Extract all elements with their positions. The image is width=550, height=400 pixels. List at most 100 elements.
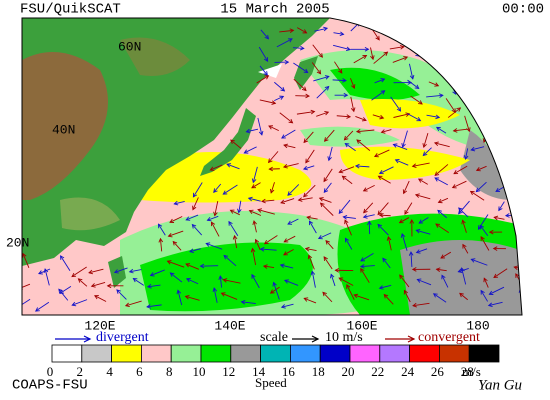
wind-vector-head	[58, 288, 63, 294]
wind-vector	[185, 295, 200, 301]
wind-vector	[445, 98, 456, 113]
wind-vector-head	[166, 260, 172, 265]
wind-vector	[270, 286, 280, 294]
wind-vector-head	[342, 78, 347, 83]
wind-vector-head	[247, 196, 253, 202]
lat-label: 20N	[6, 235, 29, 250]
wind-vector-head	[232, 234, 238, 240]
wind-vector	[280, 264, 294, 269]
wind-vector	[207, 215, 219, 221]
wind-vector-head	[338, 168, 344, 174]
wind-vector	[374, 149, 390, 157]
wind-vector-head	[405, 112, 411, 117]
wind-vector	[314, 27, 328, 32]
wind-vector-head	[451, 34, 457, 40]
speed-patch	[140, 152, 312, 203]
colorbar-tick-label: 18	[312, 364, 325, 379]
legend-convergent: convergent	[418, 330, 480, 345]
wind-vector-head	[128, 268, 134, 274]
wind-vector-head	[344, 237, 350, 243]
wind-vector-head	[529, 45, 533, 49]
speed-patch	[340, 146, 470, 180]
wind-vector-head	[377, 210, 382, 216]
wind-vector-head	[271, 100, 277, 105]
wind-vector	[508, 172, 522, 182]
wind-vector	[251, 274, 260, 289]
wind-vector-head	[399, 274, 404, 280]
wind-vector	[274, 95, 284, 102]
wind-vector-head	[157, 223, 163, 229]
legend-scale: scale	[260, 330, 288, 345]
wind-vector-head	[394, 159, 400, 164]
wind-vector-head	[537, 29, 541, 33]
colorbar-box	[349, 344, 381, 363]
wind-vector-head	[287, 220, 293, 225]
wind-vector-head	[338, 68, 343, 74]
wind-vector-head	[59, 289, 65, 294]
wind-vector-head	[456, 107, 462, 112]
wind-vector-head	[411, 163, 417, 168]
wind-vector-head	[34, 307, 40, 312]
wind-vector	[426, 114, 440, 118]
wind-vector	[372, 114, 384, 119]
wind-vector-head	[441, 274, 446, 280]
wind-vector-head	[344, 142, 350, 148]
speed-patch	[460, 130, 512, 200]
wind-vector-head	[457, 268, 463, 273]
wind-vector	[281, 303, 294, 308]
wind-vector	[284, 235, 296, 243]
wind-vector	[58, 288, 69, 301]
wind-vector	[60, 255, 71, 272]
wind-vector	[332, 79, 347, 82]
wind-vector	[491, 146, 507, 149]
wind-vector	[22, 253, 30, 268]
wind-vector-head	[297, 197, 303, 202]
wind-vector-head	[533, 68, 537, 72]
wind-vector-head	[269, 289, 275, 294]
wind-vector	[502, 45, 520, 49]
wind-vector-head	[415, 249, 421, 254]
lat-label: 40N	[52, 122, 75, 137]
wind-vector	[487, 95, 500, 103]
wind-vector	[241, 301, 256, 305]
wind-vector-head	[487, 128, 492, 133]
scale-arrow-head	[311, 335, 320, 343]
wind-vector-head	[440, 254, 446, 259]
wind-vector	[319, 197, 332, 203]
wind-vector-head	[474, 39, 479, 45]
wind-vector-head	[455, 52, 461, 57]
wind-vector-head	[483, 277, 488, 283]
wind-vector	[293, 62, 308, 73]
wind-vector	[253, 220, 257, 233]
wind-vector-head	[470, 258, 476, 263]
legend-arrow-head	[407, 335, 416, 343]
wind-vector-head	[474, 78, 480, 83]
wind-vector	[410, 95, 423, 105]
wind-vector	[379, 214, 391, 217]
wind-vector	[174, 201, 185, 205]
wind-vector	[323, 182, 332, 193]
wind-vector-head	[412, 302, 417, 308]
wind-vector	[389, 46, 404, 50]
wind-vector	[356, 139, 371, 151]
wind-vector	[316, 86, 330, 99]
wind-vector	[129, 269, 142, 273]
wind-vector	[296, 111, 315, 115]
wind-vector	[416, 229, 431, 235]
wind-vector-head	[507, 119, 512, 125]
wind-vector	[470, 191, 485, 201]
wind-vector-head	[488, 229, 494, 235]
wind-vector	[191, 224, 203, 236]
wind-vector	[311, 271, 316, 288]
wind-vector-head	[192, 205, 197, 211]
wind-vector	[379, 166, 394, 174]
wind-vector-head	[206, 216, 212, 222]
wind-vector	[279, 112, 293, 124]
wind-vector	[418, 178, 428, 185]
wind-vector-head	[507, 103, 512, 109]
wind-vector-head	[418, 219, 424, 224]
wind-vector-head	[243, 149, 249, 154]
wind-vector	[374, 78, 385, 84]
wind-vector-head	[88, 269, 94, 275]
wind-vector-head	[495, 187, 501, 192]
